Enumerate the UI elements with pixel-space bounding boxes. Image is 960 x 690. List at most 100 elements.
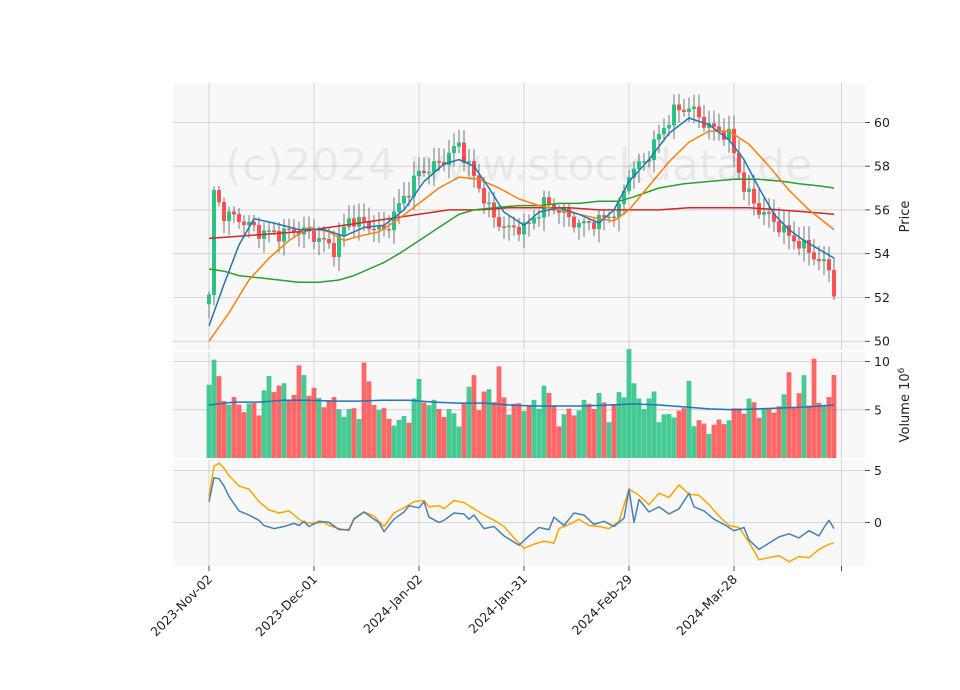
candle-body (512, 225, 517, 228)
candle-body (682, 109, 687, 112)
candle-body (767, 212, 772, 214)
candle-body (312, 230, 317, 242)
volume-axis-title: Volume 106 (897, 367, 913, 442)
volume-bar (416, 378, 422, 458)
candle-body (817, 259, 822, 262)
volume-bar (581, 399, 587, 458)
x-tick-label: 2024-Jan-02 (360, 572, 425, 637)
x-tick-label: 2023-Dec-01 (252, 572, 320, 640)
volume-bar (546, 392, 552, 458)
volume-bar (496, 366, 502, 458)
candle-body (467, 161, 472, 163)
volume-bar (606, 422, 612, 458)
volume-bar (761, 409, 767, 458)
volume-bar (711, 424, 717, 458)
candle-body (347, 218, 352, 228)
volume-bar (536, 408, 542, 458)
candle-body (697, 106, 702, 118)
volume-bar (776, 406, 782, 458)
volume-bar (376, 409, 382, 458)
candle-body (762, 212, 767, 215)
candle-body (357, 216, 362, 227)
candle-body (637, 161, 642, 170)
candle-body (342, 226, 347, 236)
volume-bar (641, 409, 647, 458)
candle-body (547, 197, 552, 205)
volume-bar (491, 402, 497, 458)
volume-bar (741, 413, 747, 458)
volume-bar (316, 397, 322, 458)
volume-bar (446, 409, 452, 458)
volume-bar (241, 412, 247, 458)
y-tick-label: 54 (874, 246, 890, 261)
candle-body (522, 222, 527, 235)
volume-bar (236, 404, 242, 458)
panel-background-price (173, 83, 865, 350)
candle-body (657, 134, 662, 140)
volume-bar (501, 397, 507, 458)
candle-body (832, 270, 837, 297)
volume-bar (786, 372, 792, 458)
candle-body (687, 108, 692, 112)
volume-bar (441, 417, 447, 458)
volume-bar (291, 394, 297, 458)
candle-body (792, 235, 797, 242)
candle-body (206, 294, 211, 305)
volume-bar (611, 403, 617, 458)
volume-bar (636, 398, 642, 458)
volume-bar (286, 399, 292, 458)
volume-bar (511, 403, 517, 458)
volume-bar (381, 408, 387, 458)
x-tick-label: 2024-Jan-31 (465, 572, 530, 637)
candle-body (497, 217, 502, 227)
candle-body (221, 202, 226, 222)
volume-bar (436, 408, 442, 458)
candle-body (812, 252, 817, 260)
volume-bar (476, 410, 482, 458)
volume-bar (596, 392, 602, 458)
volume-bar (576, 410, 582, 458)
plot-area (206, 93, 837, 563)
candle-body (692, 106, 697, 110)
volume-bar (726, 420, 732, 458)
volume-bar (531, 399, 537, 458)
volume-bar (721, 424, 727, 458)
candle-body (827, 259, 832, 271)
volume-bar (411, 398, 417, 458)
volume-bar (246, 403, 252, 458)
volume-bar (796, 393, 802, 458)
price-axis-title: Price (898, 201, 913, 233)
volume-bar (771, 412, 777, 458)
candle-body (447, 152, 452, 166)
volume-bar (686, 380, 692, 458)
volume-bar (526, 405, 532, 458)
x-tick-label: 2024-Mar-28 (673, 571, 740, 638)
candle-body (667, 125, 672, 129)
candle-body (251, 221, 256, 226)
volume-bar (406, 422, 412, 458)
candle-body (257, 224, 262, 239)
volume-bar (781, 394, 787, 458)
x-tick-label: 2024-Feb-29 (569, 571, 635, 637)
candle-body (487, 202, 492, 204)
candle-body (502, 226, 507, 228)
volume-bar (206, 384, 212, 458)
candle-body (427, 171, 432, 174)
volume-bar (346, 408, 352, 458)
volume-bar (326, 400, 332, 458)
candle-body (457, 142, 462, 147)
volume-bar (521, 411, 527, 458)
y-tick-label: 5 (874, 463, 882, 478)
volume-bar (226, 404, 232, 458)
volume-bar (256, 415, 262, 458)
volume-bar (731, 408, 737, 458)
candle-body (747, 188, 752, 192)
candle-body (672, 104, 677, 126)
volume-bar (791, 407, 797, 458)
volume-bar (276, 385, 282, 458)
candle-body (582, 221, 587, 224)
volume-bar (386, 418, 392, 458)
volume-bar (671, 417, 677, 458)
volume-bar (756, 417, 762, 458)
